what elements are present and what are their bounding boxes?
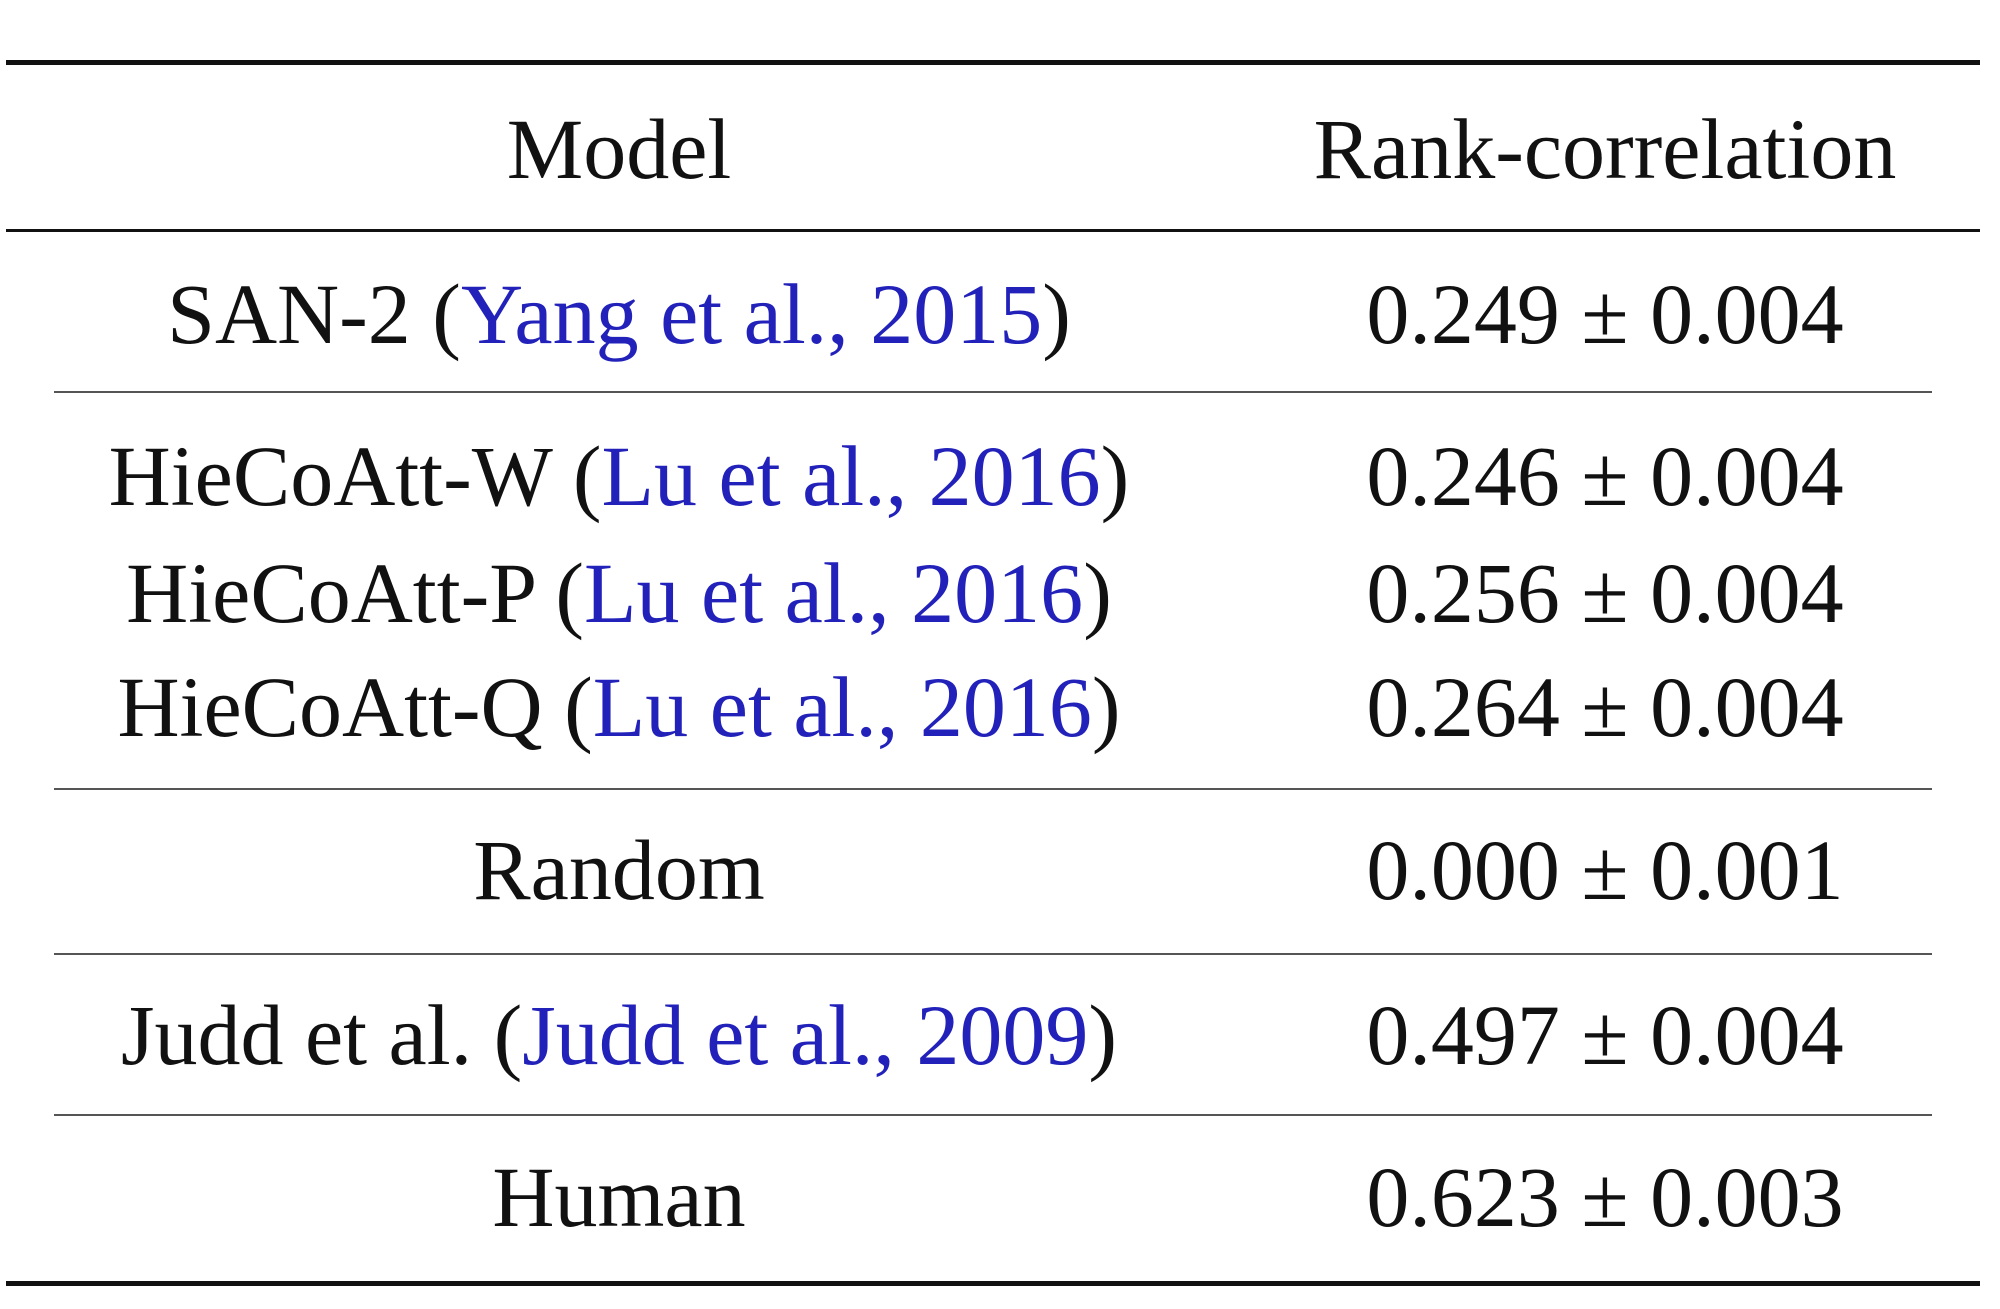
score-cell: 0.246 ± 0.004	[1366, 428, 1844, 524]
model-name: Judd et al. (	[121, 987, 523, 1083]
score-cell: 0.623 ± 0.003	[1366, 1149, 1844, 1245]
model-name: SAN-2 (	[167, 266, 461, 362]
citation-link[interactable]: Judd et al., 2009	[522, 987, 1089, 1083]
model-cell: Judd et al. (Judd et al., 2009)	[121, 992, 1117, 1078]
model-cell: HieCoAtt-W (Lu et al., 2016)	[109, 433, 1130, 519]
score-cell: 0.249 ± 0.004	[1366, 266, 1844, 362]
citation-link[interactable]: Yang et al., 2015	[460, 266, 1043, 362]
score-cell: 0.256 ± 0.004	[1366, 545, 1844, 641]
citation-link[interactable]: Lu et al., 2016	[601, 428, 1101, 524]
citation-link[interactable]: Lu et al., 2016	[584, 545, 1084, 641]
group-rule	[54, 788, 1932, 790]
model-name: HieCoAtt-P (	[126, 545, 585, 641]
group-rule	[54, 391, 1932, 393]
model-name: HieCoAtt-W (	[108, 428, 602, 524]
header-cell: Model	[506, 101, 732, 197]
header-rule	[6, 229, 1980, 232]
model-cell: Human	[492, 1154, 745, 1240]
citation-link[interactable]: Lu et al., 2016	[592, 659, 1092, 755]
header-cell: Rank-correlation	[1313, 101, 1897, 197]
model-name: Random	[473, 822, 765, 918]
paren: )	[1100, 428, 1130, 524]
bottom-rule	[6, 1281, 1980, 1286]
paren: )	[1042, 266, 1071, 362]
model-name: Human	[492, 1149, 746, 1245]
model-cell: Random	[473, 827, 764, 913]
model-cell: HieCoAtt-Q (Lu et al., 2016)	[117, 664, 1120, 750]
paren: )	[1083, 545, 1112, 641]
score-cell: 0.497 ± 0.004	[1366, 987, 1844, 1083]
model-cell: HieCoAtt-P (Lu et al., 2016)	[126, 550, 1112, 636]
model-cell: SAN-2 (Yang et al., 2015)	[167, 271, 1071, 357]
paren: )	[1091, 659, 1121, 755]
score-cell: 0.264 ± 0.004	[1366, 659, 1844, 755]
paren: )	[1088, 987, 1117, 1083]
top-rule	[6, 60, 1980, 65]
model-name: HieCoAtt-Q (	[117, 659, 593, 755]
score-cell: 0.000 ± 0.001	[1366, 822, 1844, 918]
group-rule	[54, 1114, 1932, 1116]
group-rule	[54, 953, 1932, 955]
